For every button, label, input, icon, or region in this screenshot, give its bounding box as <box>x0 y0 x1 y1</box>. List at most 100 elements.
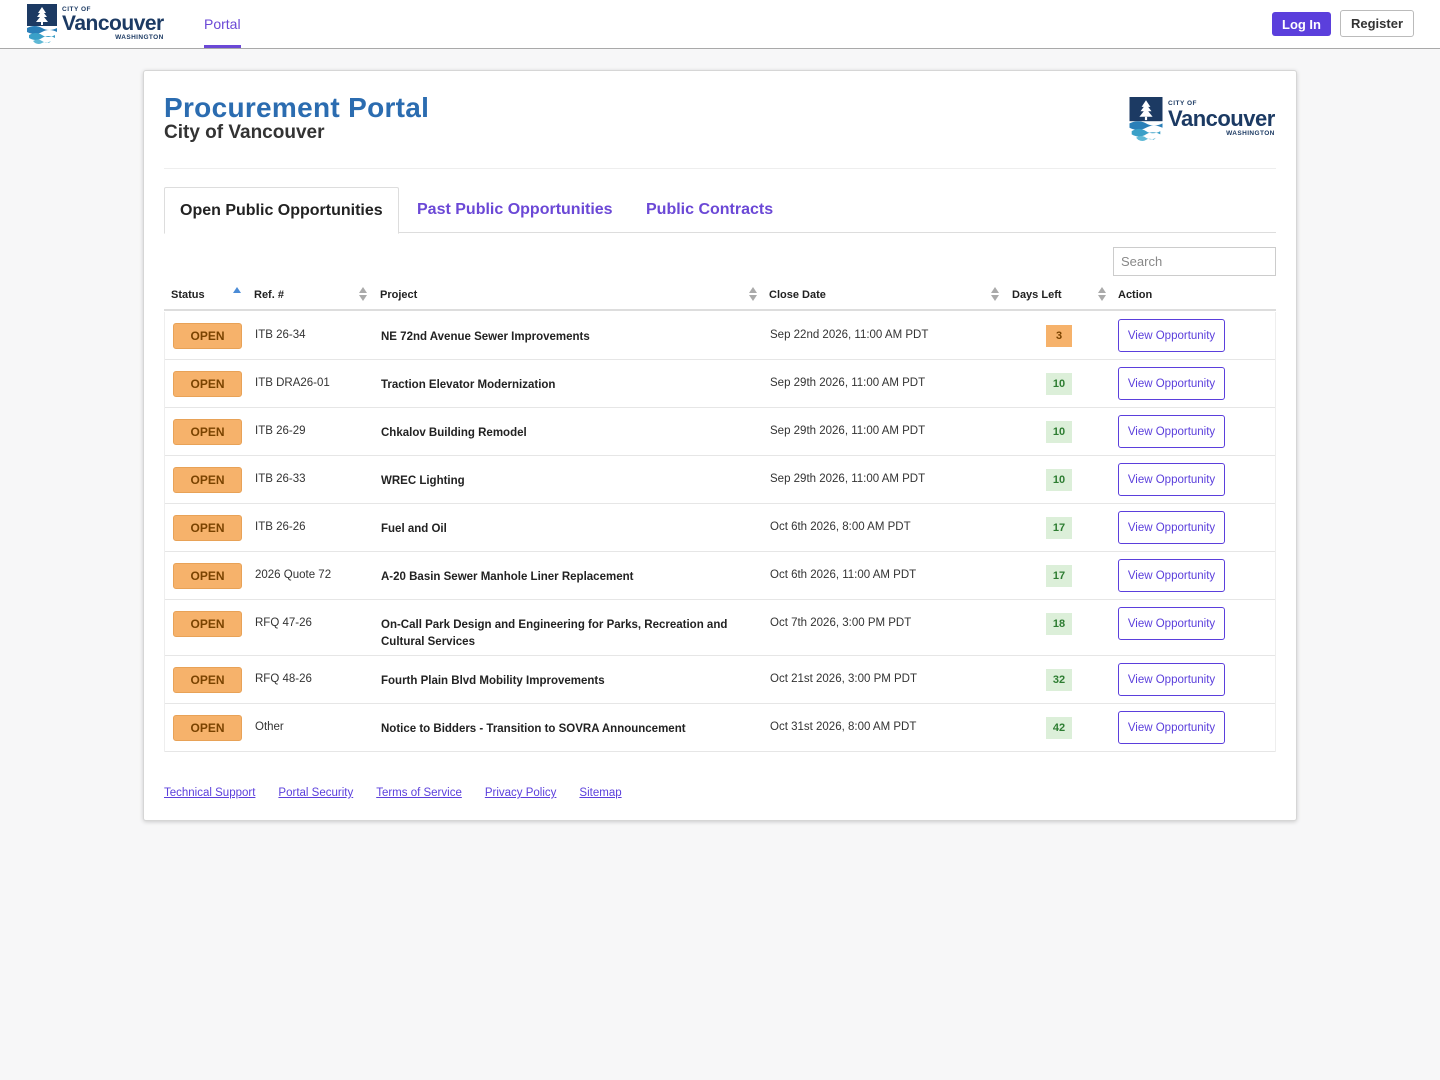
view-opportunity-button[interactable]: View Opportunity <box>1118 463 1225 496</box>
close-date: Oct 6th 2026, 8:00 AM PDT <box>770 521 911 533</box>
days-left-badge: 17 <box>1046 517 1072 539</box>
sort-icon[interactable] <box>749 287 757 303</box>
card-logo-city-of: CITY OF <box>1168 100 1198 107</box>
card-city-logo: CITY OF Vancouver WASHINGTON <box>1129 97 1275 141</box>
view-opportunity-button[interactable]: View Opportunity <box>1118 663 1225 696</box>
table-row: OPEN 2026 Quote 72 A-20 Basin Sewer Manh… <box>165 552 1275 600</box>
project-name: Notice to Bidders - Transition to SOVRA … <box>381 723 686 735</box>
days-left-badge: 10 <box>1046 373 1072 395</box>
table-row: OPEN Other Notice to Bidders - Transitio… <box>165 704 1275 752</box>
sort-icon[interactable] <box>359 287 367 303</box>
ref-number: ITB 26-33 <box>255 473 306 485</box>
status-badge: OPEN <box>173 715 242 741</box>
days-left-badge: 10 <box>1046 469 1072 491</box>
status-badge: OPEN <box>173 611 242 637</box>
status-badge: OPEN <box>173 467 242 493</box>
nav-portal-label: Portal <box>204 16 241 32</box>
table-row: OPEN RFQ 47-26 On-Call Park Design and E… <box>165 600 1275 656</box>
status-badge: OPEN <box>173 371 242 397</box>
card-logo-state: WASHINGTON <box>1226 129 1275 137</box>
active-nav-indicator <box>204 45 241 48</box>
search-input[interactable] <box>1113 247 1276 276</box>
column-header-days-left[interactable]: Days Left <box>1012 289 1062 301</box>
column-header-action: Action <box>1118 289 1153 301</box>
footer-link-terms-of-service[interactable]: Terms of Service <box>376 787 462 799</box>
footer-links: Technical Support Portal Security Terms … <box>164 787 622 799</box>
column-header-ref[interactable]: Ref. # <box>254 289 284 301</box>
close-date: Sep 29th 2026, 11:00 AM PDT <box>770 377 926 389</box>
footer-link-sitemap[interactable]: Sitemap <box>579 787 622 799</box>
ref-number: ITB 26-26 <box>255 521 306 533</box>
top-navbar: CITY OF Vancouver WASHINGTON Portal Log … <box>0 0 1440 49</box>
city-emblem-icon <box>27 4 57 44</box>
project-name: Fourth Plain Blvd Mobility Improvements <box>381 675 605 687</box>
ref-number: 2026 Quote 72 <box>255 569 332 581</box>
project-name: On-Call Park Design and Engineering for … <box>381 619 728 648</box>
opportunities-table-body: OPEN ITB 26-34 NE 72nd Avenue Sewer Impr… <box>164 312 1276 752</box>
close-date: Oct 6th 2026, 11:00 AM PDT <box>770 569 917 581</box>
sort-ascending-icon[interactable] <box>233 287 241 303</box>
view-opportunity-button[interactable]: View Opportunity <box>1118 415 1225 448</box>
logo-city-of: CITY OF <box>62 5 92 13</box>
view-opportunity-button[interactable]: View Opportunity <box>1118 607 1225 640</box>
nav-portal-link[interactable]: Portal <box>204 0 241 48</box>
sort-icon[interactable] <box>991 287 999 303</box>
close-date: Oct 7th 2026, 3:00 PM PDT <box>770 617 912 629</box>
page-title: Procurement Portal <box>164 92 430 123</box>
ref-number: RFQ 47-26 <box>255 617 312 629</box>
close-date: Sep 22nd 2026, 11:00 AM PDT <box>770 329 929 341</box>
table-row: OPEN RFQ 48-26 Fourth Plain Blvd Mobilit… <box>165 656 1275 704</box>
project-name: A-20 Basin Sewer Manhole Liner Replaceme… <box>381 571 634 583</box>
view-opportunity-button[interactable]: View Opportunity <box>1118 711 1225 744</box>
project-name: Traction Elevator Modernization <box>381 379 556 391</box>
days-left-badge: 18 <box>1046 613 1072 635</box>
tab-open-public-opportunities[interactable]: Open Public Opportunities <box>164 187 399 234</box>
status-badge: OPEN <box>173 667 242 693</box>
view-opportunity-button[interactable]: View Opportunity <box>1118 367 1225 400</box>
footer-link-technical-support[interactable]: Technical Support <box>164 787 256 799</box>
column-header-status[interactable]: Status <box>171 289 205 301</box>
sort-icon[interactable] <box>1098 287 1106 303</box>
project-name: Fuel and Oil <box>381 523 447 535</box>
days-left-badge: 10 <box>1046 421 1072 443</box>
tab-past-public-opportunities[interactable]: Past Public Opportunities <box>417 201 613 218</box>
ref-number: ITB 26-34 <box>255 329 306 341</box>
days-left-badge: 42 <box>1046 717 1072 739</box>
register-button[interactable]: Register <box>1340 10 1414 37</box>
status-badge: OPEN <box>173 515 242 541</box>
logo-state: WASHINGTON <box>115 34 164 41</box>
opportunity-tabs: Open Public Opportunities Past Public Op… <box>164 187 1276 234</box>
table-row: OPEN ITB 26-33 WREC Lighting Sep 29th 20… <box>165 456 1275 504</box>
project-name: NE 72nd Avenue Sewer Improvements <box>381 331 590 343</box>
table-row: OPEN ITB 26-34 NE 72nd Avenue Sewer Impr… <box>165 312 1275 360</box>
login-button[interactable]: Log In <box>1272 12 1331 36</box>
table-row: OPEN ITB DRA26-01 Traction Elevator Mode… <box>165 360 1275 408</box>
city-logo[interactable]: CITY OF Vancouver WASHINGTON <box>27 4 164 44</box>
column-header-project[interactable]: Project <box>380 289 418 301</box>
status-badge: OPEN <box>173 323 242 349</box>
close-date: Sep 29th 2026, 11:00 AM PDT <box>770 473 926 485</box>
footer-link-privacy-policy[interactable]: Privacy Policy <box>484 787 557 799</box>
close-date: Sep 29th 2026, 11:00 AM PDT <box>770 425 926 437</box>
view-opportunity-button[interactable]: View Opportunity <box>1118 559 1225 592</box>
table-header: Status Ref. # Project Close Date Days Le… <box>164 281 1276 311</box>
view-opportunity-button[interactable]: View Opportunity <box>1118 511 1225 544</box>
ref-number: ITB 26-29 <box>255 425 306 437</box>
status-badge: OPEN <box>173 419 242 445</box>
city-emblem-icon <box>1129 97 1163 141</box>
project-name: Chkalov Building Remodel <box>381 427 527 439</box>
days-left-badge: 32 <box>1046 669 1072 691</box>
table-row: OPEN ITB 26-26 Fuel and Oil Oct 6th 2026… <box>165 504 1275 552</box>
close-date: Oct 31st 2026, 8:00 AM PDT <box>770 721 917 733</box>
column-header-close-date[interactable]: Close Date <box>769 289 826 301</box>
logo-name: Vancouver <box>62 12 164 35</box>
days-left-badge: 17 <box>1046 565 1072 587</box>
ref-number: RFQ 48-26 <box>255 673 312 685</box>
tab-public-contracts[interactable]: Public Contracts <box>646 201 774 218</box>
status-badge: OPEN <box>173 563 242 589</box>
view-opportunity-button[interactable]: View Opportunity <box>1118 319 1225 352</box>
ref-number: Other <box>255 721 284 733</box>
procurement-card: Procurement Portal City of Vancouver CIT… <box>143 70 1297 821</box>
footer-link-portal-security[interactable]: Portal Security <box>278 787 354 799</box>
divider <box>164 168 1276 169</box>
